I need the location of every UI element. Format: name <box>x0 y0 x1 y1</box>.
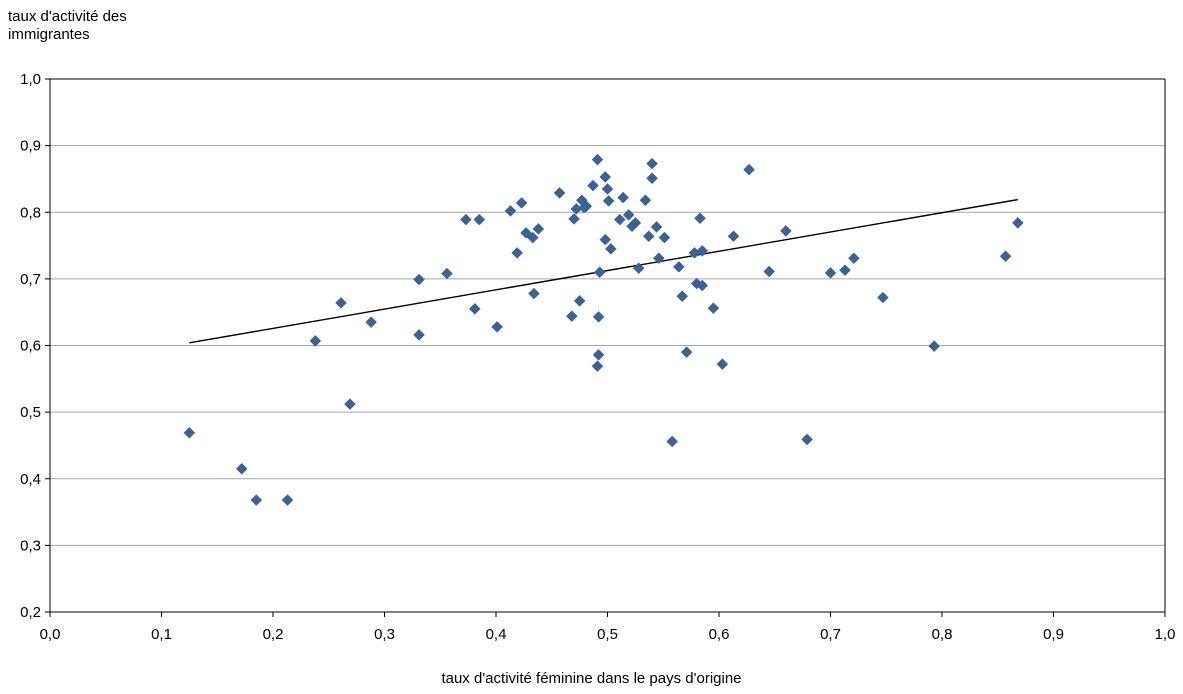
data-point <box>593 266 606 279</box>
data-point <box>676 290 689 303</box>
data-point <box>801 433 813 446</box>
x-tick-label: 0,4 <box>486 626 507 643</box>
data-point <box>658 231 671 244</box>
data-point <box>491 320 503 333</box>
y-tick-label: 0,4 <box>20 471 41 488</box>
data-point <box>599 233 612 246</box>
data-point <box>646 157 658 170</box>
data-point <box>763 265 776 278</box>
data-point <box>473 213 486 226</box>
y-axis-title: taux d'activité des immigrantes <box>8 8 127 43</box>
data-point <box>235 462 248 475</box>
x-axis-title: taux d'activité féminine dans le pays d'… <box>441 670 742 687</box>
data-point <box>696 279 709 292</box>
data-point <box>613 213 626 226</box>
data-point <box>511 247 524 259</box>
data-point <box>632 262 645 275</box>
data-point <box>591 153 604 166</box>
data-point <box>365 316 377 329</box>
data-point <box>515 197 528 209</box>
data-point <box>309 334 322 347</box>
data-point <box>281 494 294 506</box>
y-tick-label: 0,9 <box>20 138 41 155</box>
y-tick-label: 0,8 <box>20 204 41 221</box>
y-tick-label: 1,0 <box>20 71 41 88</box>
data-point <box>839 264 851 277</box>
data-point <box>604 243 617 255</box>
data-point <box>520 227 532 239</box>
x-tick-label: 0,5 <box>597 626 618 643</box>
data-point <box>680 346 693 359</box>
data-point <box>573 295 586 307</box>
data-point <box>848 252 860 265</box>
x-tick-label: 0,3 <box>374 626 395 643</box>
axes: 0,2 0,3 0,4 0,5 0,6 0,7 0,8 0,9 1,0 0,0 0,1 0,2 0,3 0… <box>20 71 1175 643</box>
data-point <box>877 291 889 304</box>
data-point <box>1011 217 1024 229</box>
data-point <box>694 212 706 225</box>
data-point <box>183 426 196 439</box>
data-point <box>580 200 593 213</box>
data-point <box>696 245 709 257</box>
data-point <box>727 230 740 243</box>
data-point <box>413 273 425 286</box>
x-tick-label: 0,8 <box>932 626 953 643</box>
x-tick-label: 0,9 <box>1043 626 1064 643</box>
data-point <box>335 297 347 309</box>
data-point <box>441 267 453 280</box>
data-point <box>565 310 578 323</box>
x-tick-label: 0,0 <box>40 626 61 643</box>
data-point <box>526 231 539 244</box>
x-tick-label: 0,7 <box>820 626 841 643</box>
data-point <box>642 230 655 243</box>
data-point <box>629 217 642 229</box>
data-point <box>553 187 566 199</box>
data-point <box>601 183 614 195</box>
data-point <box>716 358 729 371</box>
data-points <box>183 153 1024 506</box>
data-point <box>250 494 263 506</box>
data-point <box>602 195 615 207</box>
data-point <box>528 287 540 300</box>
y-tick-label: 0,6 <box>20 338 41 355</box>
data-point <box>824 267 837 279</box>
data-point <box>617 191 629 204</box>
y-tick-label: 0,3 <box>20 537 41 554</box>
data-point <box>504 205 517 217</box>
data-point <box>743 163 755 176</box>
data-point <box>460 213 472 226</box>
gridlines <box>50 145 1165 546</box>
data-point <box>587 179 599 192</box>
y-tick-label: 0,2 <box>20 604 41 621</box>
data-point <box>591 360 604 373</box>
data-point <box>413 328 425 341</box>
x-tick-label: 0,6 <box>709 626 730 643</box>
data-point <box>650 221 663 233</box>
data-point <box>532 223 545 235</box>
data-point <box>599 171 612 183</box>
data-point <box>928 340 941 353</box>
data-point <box>639 194 652 207</box>
data-point <box>592 310 605 323</box>
data-point <box>673 261 685 273</box>
data-point <box>666 435 679 448</box>
x-tick-label: 1,0 <box>1155 626 1176 643</box>
data-point <box>468 303 481 315</box>
data-point <box>568 213 580 225</box>
data-point <box>707 302 720 315</box>
data-point <box>622 209 635 221</box>
data-point <box>999 250 1012 263</box>
x-tick-label: 0,1 <box>151 626 172 643</box>
data-point <box>780 225 792 237</box>
data-point <box>592 348 605 361</box>
x-tick-label: 0,2 <box>263 626 284 643</box>
y-tick-label: 0,7 <box>20 271 41 288</box>
y-tick-label: 0,5 <box>20 404 41 421</box>
data-point <box>652 252 665 265</box>
data-point <box>646 172 658 185</box>
data-point <box>344 398 356 410</box>
